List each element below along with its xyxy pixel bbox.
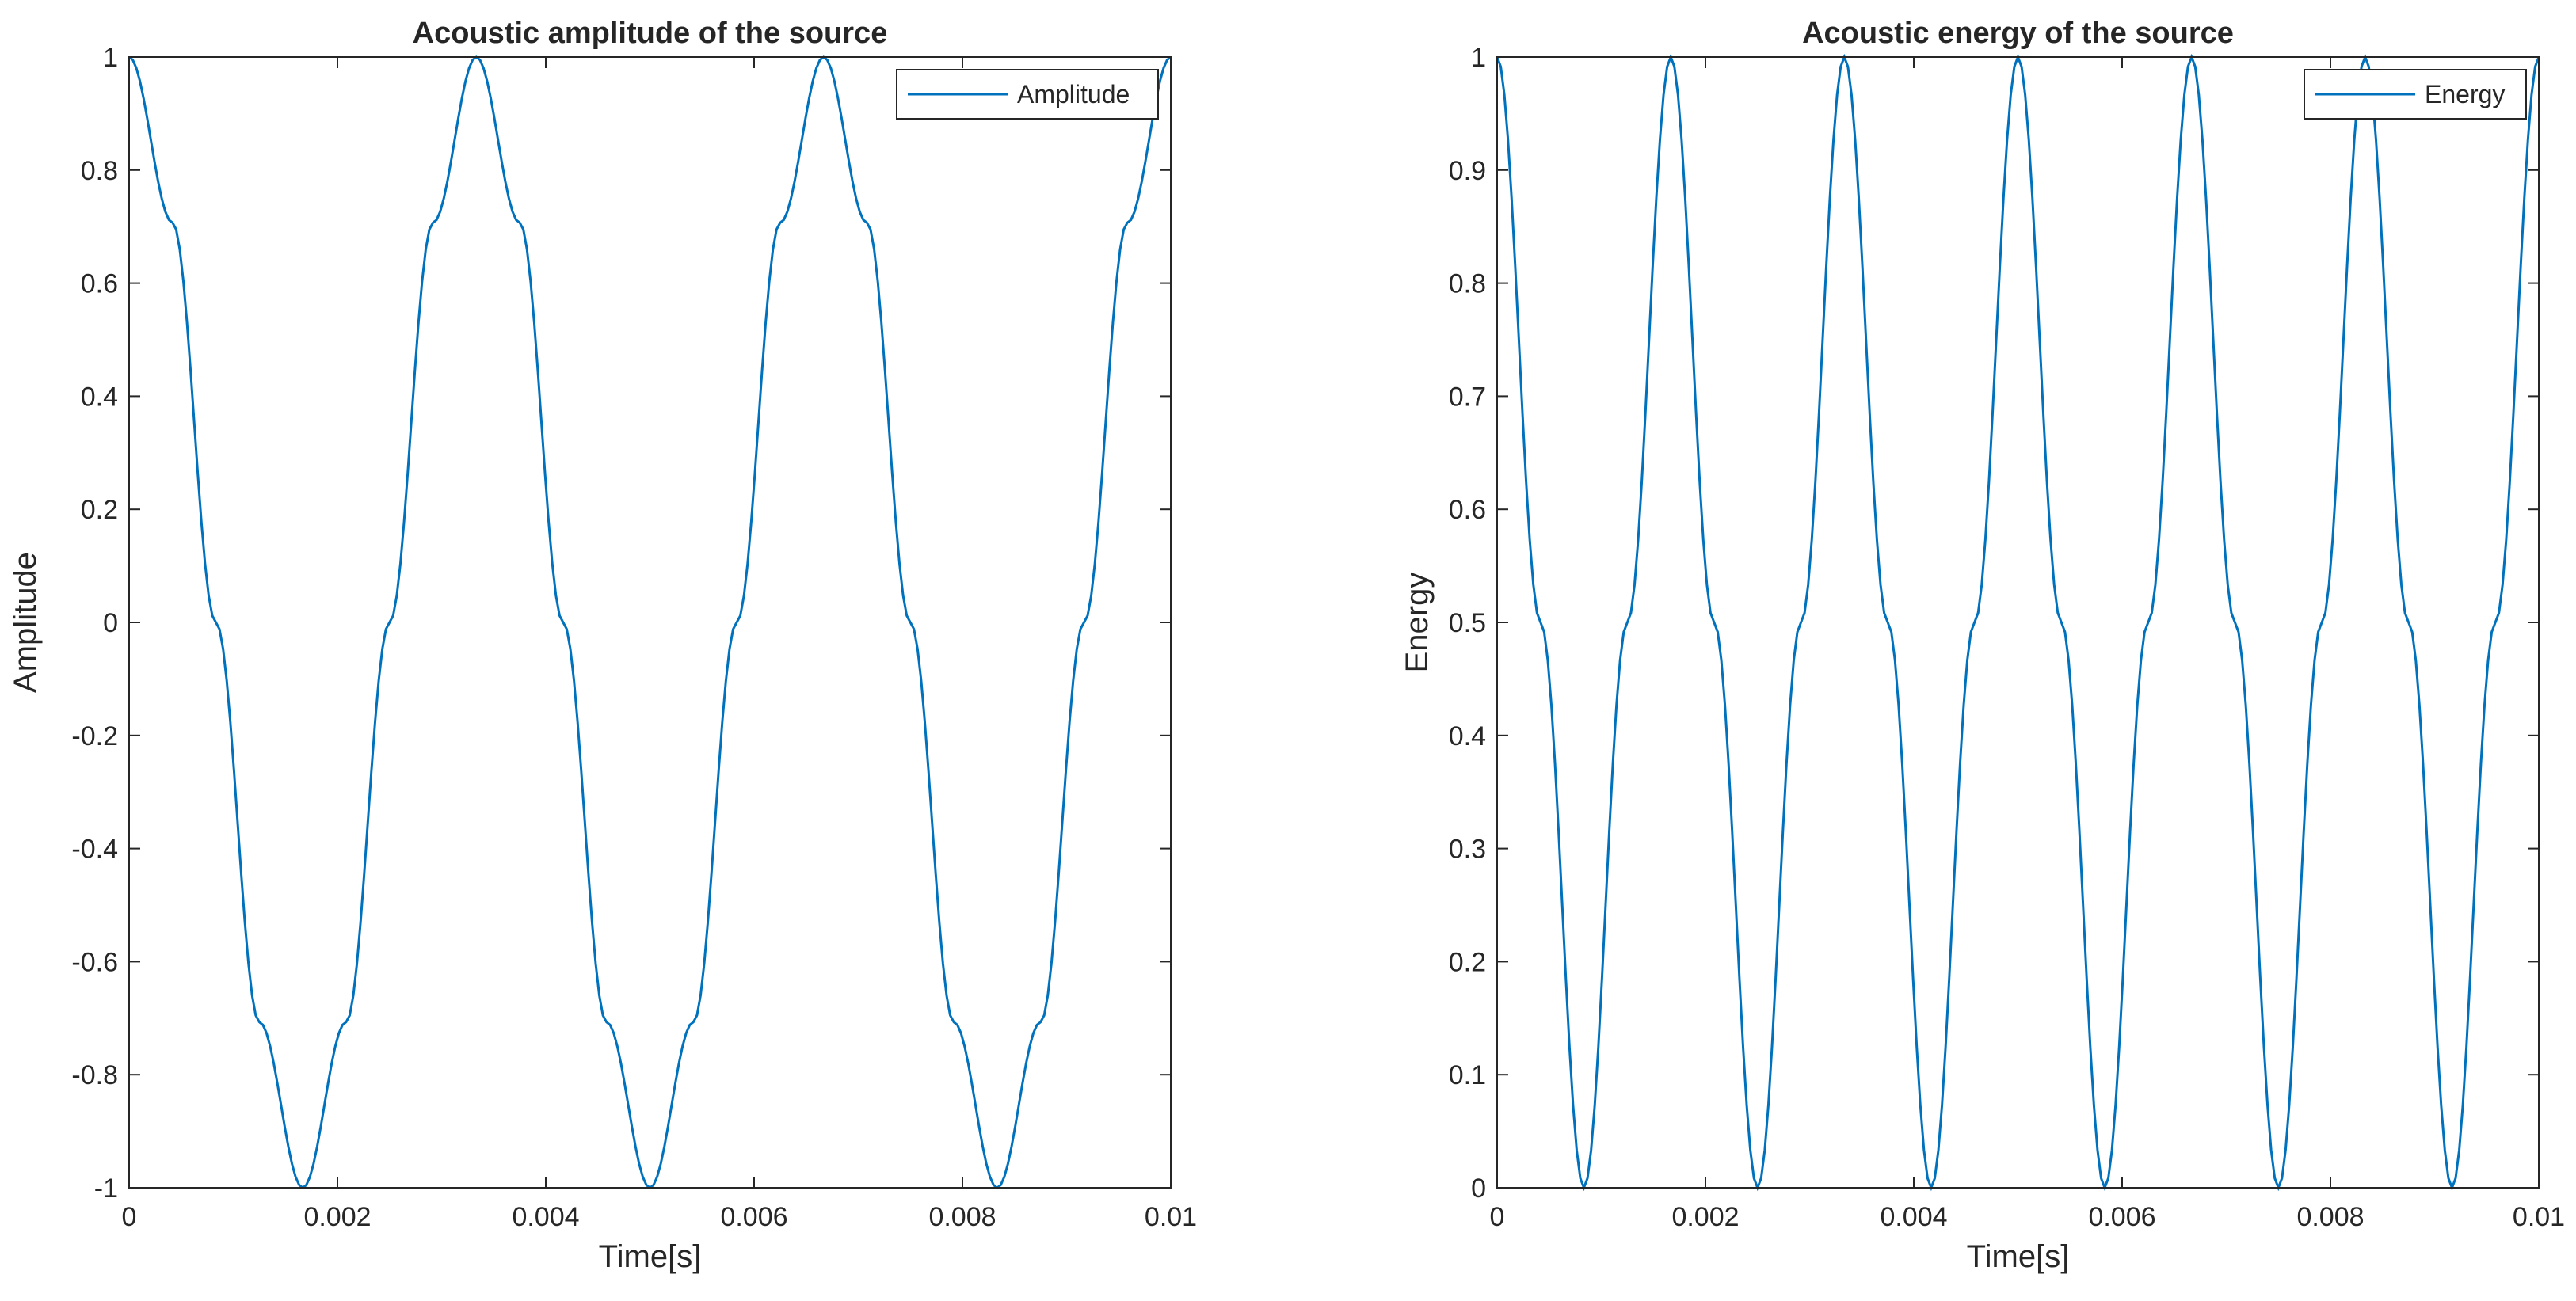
energy-chart-title: Acoustic energy of the source <box>1802 17 2234 50</box>
amplitude-y-tick-label: 0.8 <box>81 156 118 186</box>
amplitude-y-tick-label: -0.4 <box>71 835 118 865</box>
amplitude-x-tick-label: 0.006 <box>720 1202 787 1232</box>
amplitude-x-tick-label: 0.004 <box>512 1202 579 1232</box>
energy-axes-frame <box>1496 56 2540 1189</box>
energy-y-tick-label: 0.2 <box>1449 947 1486 977</box>
energy-x-tick-label: 0.006 <box>2088 1202 2155 1232</box>
energy-y-axis-label: Energy <box>1400 573 1435 673</box>
energy-y-tick-label: 0.1 <box>1449 1060 1486 1090</box>
energy-x-tick-label: 0.008 <box>2296 1202 2364 1232</box>
energy-y-tick-label: 0.9 <box>1449 156 1486 186</box>
amplitude-y-tick-label: -0.8 <box>71 1060 118 1090</box>
amplitude-y-axis-label: Amplitude <box>8 552 43 693</box>
energy-x-axis-label: Time[s] <box>1967 1239 2070 1274</box>
amplitude-x-axis-label: Time[s] <box>599 1239 702 1274</box>
energy-x-tick-label: 0.004 <box>1880 1202 1947 1232</box>
energy-x-tick-label: 0.01 <box>2513 1202 2565 1232</box>
energy-x-tick-label: 0 <box>1490 1202 1505 1232</box>
amplitude-y-tick-label: 1 <box>103 43 118 73</box>
amplitude-y-tick-label: 0.6 <box>81 269 118 299</box>
amplitude-axes-frame <box>128 56 1172 1189</box>
energy-y-tick-label: 0.8 <box>1449 269 1486 299</box>
energy-axes: 0 0.002 0.004 0.006 0.008 0.01 0 0.1 0.2 0.3 0.4 0.… <box>1400 17 2565 1274</box>
energy-y-tick-label: 0.7 <box>1449 382 1486 412</box>
amplitude-y-tick-label: -1 <box>94 1174 118 1204</box>
amplitude-y-tick-label: 0.4 <box>81 382 118 412</box>
amplitude-legend-label: Amplitude <box>1017 80 1130 108</box>
amplitude-x-tick-label: 0.002 <box>303 1202 371 1232</box>
energy-y-tick-label: 0.5 <box>1449 608 1486 638</box>
energy-x-tick-label: 0.002 <box>1671 1202 1739 1232</box>
amplitude-chart-title: Acoustic amplitude of the source <box>413 17 888 50</box>
amplitude-axes: 0 0.002 0.004 0.006 0.008 0.01 -1 -0.8 -0.6 -0.4 -… <box>8 17 1197 1274</box>
energy-legend: Energy <box>2304 69 2527 120</box>
amplitude-x-tick-label: 0 <box>122 1202 137 1232</box>
amplitude-x-tick-label: 0.01 <box>1145 1202 1197 1232</box>
energy-series-line <box>1496 53 2540 1192</box>
amplitude-y-tick-label: -0.6 <box>71 947 118 977</box>
energy-y-tick-label: 1 <box>1471 43 1486 73</box>
amplitude-y-tick-label: -0.2 <box>71 721 118 751</box>
amplitude-series-line <box>128 55 1172 1189</box>
energy-legend-label: Energy <box>2425 80 2505 108</box>
amplitude-y-tick-label: 0.2 <box>81 495 118 525</box>
amplitude-legend: Amplitude <box>896 69 1159 120</box>
energy-y-tick-label: 0 <box>1471 1174 1486 1204</box>
energy-y-tick-label: 0.3 <box>1449 835 1486 865</box>
amplitude-x-tick-label: 0.008 <box>928 1202 996 1232</box>
amplitude-y-tick-label: 0 <box>103 608 118 638</box>
energy-y-tick-label: 0.6 <box>1449 495 1486 525</box>
energy-y-tick-label: 0.4 <box>1449 721 1486 751</box>
